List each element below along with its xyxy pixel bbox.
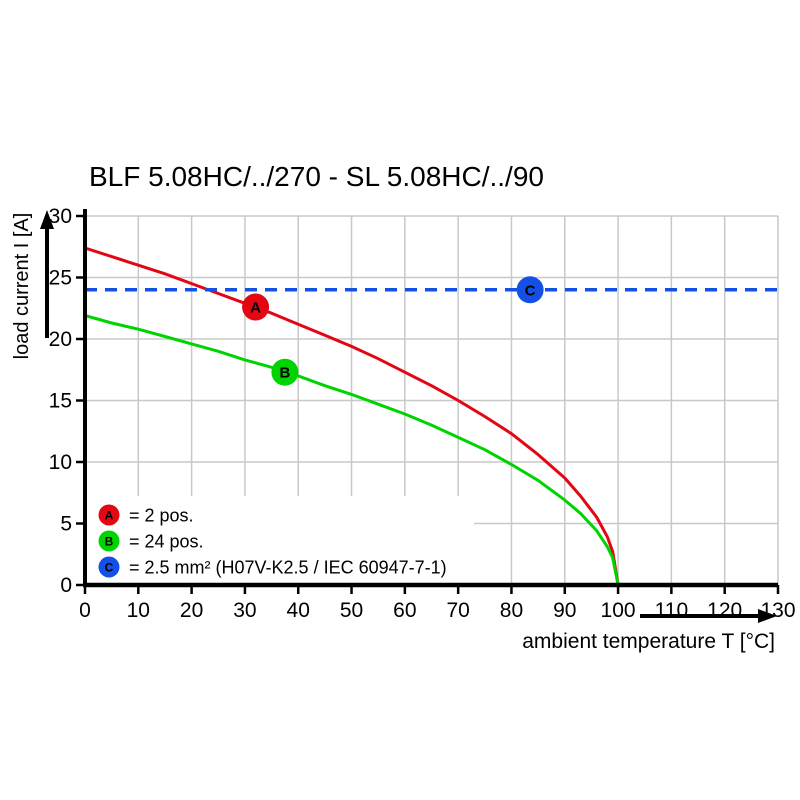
legend-marker-A <box>98 504 120 526</box>
series-B <box>84 314 620 586</box>
legend-marker-B <box>98 530 120 552</box>
marker-A: A <box>242 293 270 321</box>
legend-background <box>86 496 474 584</box>
marker-B: B <box>271 358 299 386</box>
x-tick-label-10: 10 <box>127 599 150 622</box>
y-tick-label-25: 25 <box>49 267 72 290</box>
y-tick-label-15: 15 <box>49 390 72 413</box>
y-axis-title: load current I [A] <box>11 213 33 360</box>
marker-letter-A: A <box>250 300 261 317</box>
legend-letter-A: A <box>105 509 114 523</box>
y-axis-arrow-icon <box>40 210 54 338</box>
y-tick-label-5: 5 <box>60 513 72 536</box>
x-tick-label-80: 80 <box>500 599 523 622</box>
x-axis-arrow-icon <box>640 609 777 623</box>
x-tick-label-110: 110 <box>655 599 688 622</box>
x-axis-title: ambient temperature T [°C] <box>522 630 775 653</box>
y-tick-label-0: 0 <box>60 574 72 597</box>
x-tick-label-60: 60 <box>393 599 416 622</box>
curve-markers: A B C <box>242 276 544 386</box>
axis-titles: load current I [A] ambient temperature T… <box>11 210 777 653</box>
legend-label-B: = 24 pos. <box>129 532 204 552</box>
x-tick-label-0: 0 <box>79 599 91 622</box>
series-A <box>84 246 620 586</box>
legend-item-B: B = 24 pos. <box>98 530 204 552</box>
x-tick-label-70: 70 <box>446 599 469 622</box>
legend-item-A: A = 2 pos. <box>98 504 194 526</box>
axis-ticks <box>76 214 780 594</box>
x-tick-label-50: 50 <box>340 599 363 622</box>
legend-label-A: = 2 pos. <box>129 506 194 526</box>
legend-letter-C: C <box>105 561 114 575</box>
data-series <box>84 246 778 586</box>
x-tick-label-20: 20 <box>180 599 203 622</box>
x-tick-label-90: 90 <box>553 599 576 622</box>
chart-title: BLF 5.08HC/../270 - SL 5.08HC/../90 <box>89 161 544 192</box>
y-tick-label-20: 20 <box>49 328 72 351</box>
marker-circle-C <box>516 276 544 304</box>
marker-C: C <box>516 276 544 304</box>
gridlines <box>84 215 779 586</box>
marker-circle-A <box>242 293 270 321</box>
legend-item-C: C = 2.5 mm² (H07V-K2.5 / IEC 60947-7-1) <box>98 556 447 578</box>
legend-label-C: = 2.5 mm² (H07V-K2.5 / IEC 60947-7-1) <box>129 558 447 578</box>
x-tick-label-100: 100 <box>601 599 636 622</box>
y-tick-label-10: 10 <box>49 451 72 474</box>
legend-marker-C <box>98 556 120 578</box>
x-tick-label-120: 120 <box>707 599 742 622</box>
marker-letter-B: B <box>279 365 290 382</box>
y-tick-label-30: 30 <box>49 205 72 228</box>
x-tick-label-30: 30 <box>233 599 256 622</box>
legend-letter-B: B <box>105 535 114 549</box>
legend: A = 2 pos. B = 24 pos. C = 2.5 mm² (H07V-K2.5… <box>98 504 447 578</box>
marker-circle-B <box>271 358 299 386</box>
marker-letter-C: C <box>525 282 536 299</box>
x-tick-label-40: 40 <box>287 599 310 622</box>
